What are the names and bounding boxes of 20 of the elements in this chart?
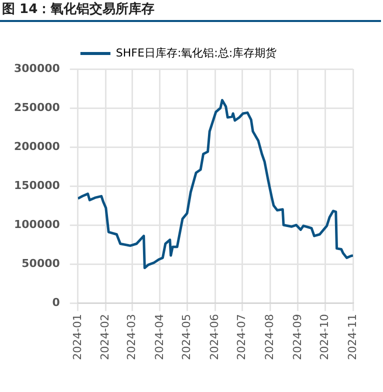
legend-label: SHFE日库存:氧化铝:总:库存期货 — [116, 46, 277, 60]
y-tick-label: 200000 — [14, 140, 60, 153]
x-tick-label: 2024-11 — [346, 314, 359, 360]
x-tick-label: 2024-02 — [98, 314, 112, 360]
x-tick-label: 2024-01 — [70, 314, 84, 360]
x-tick-label: 2024-03 — [124, 314, 138, 360]
y-tick-label: 0 — [52, 296, 60, 309]
x-tick-label: 2024-10 — [318, 314, 331, 360]
chart-title: 图 14：氧化铝交易所库存 — [0, 0, 381, 22]
y-tick-label: 250000 — [14, 100, 60, 114]
y-tick-label: 300000 — [14, 62, 60, 75]
x-tick-label: 2024-04 — [152, 314, 166, 360]
x-tick-label: 2024-06 — [208, 314, 221, 360]
x-tick-label: 2024-07 — [234, 314, 248, 360]
x-tick-label: 2024-08 — [262, 314, 276, 360]
y-tick-label: 50000 — [22, 256, 60, 270]
y-tick-label: 150000 — [14, 178, 60, 192]
x-tick-label: 2024-05 — [180, 314, 193, 360]
x-tick-label: 2024-09 — [290, 314, 304, 360]
y-tick-label: 100000 — [14, 218, 60, 231]
